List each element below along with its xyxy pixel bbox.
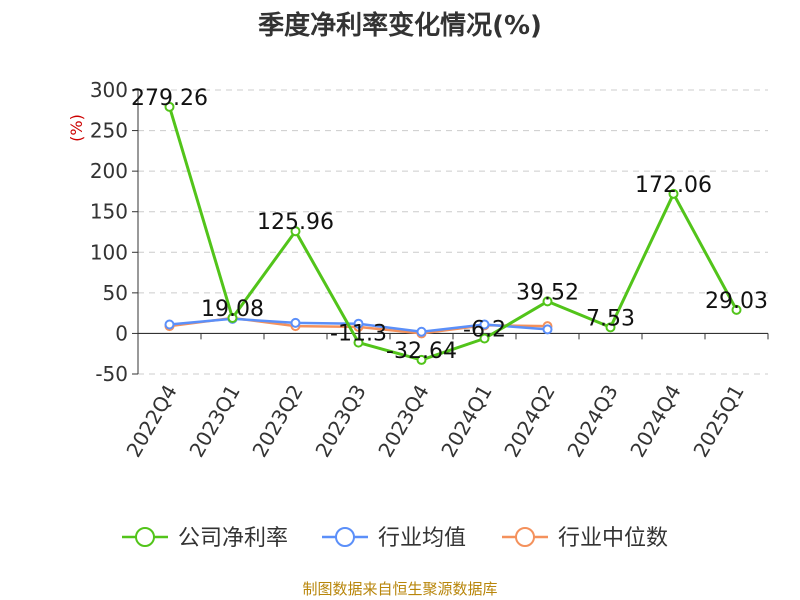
- data-label: 29.03: [705, 289, 768, 314]
- data-point: [416, 326, 427, 337]
- data-point: [731, 304, 742, 315]
- x-tick-label: 2023Q2: [247, 381, 307, 462]
- data-label: 7.53: [586, 306, 635, 331]
- x-tick-label: 2023Q3: [310, 381, 370, 462]
- legend-label: 行业均值: [378, 526, 466, 551]
- data-labels: 279.26 19.08 125.96 -11.3-32.64-6.2 39.52 7.5…: [131, 86, 768, 364]
- legend: 公司净利率 行业均值 行业中位数: [122, 526, 668, 551]
- y-tick-label: 100: [90, 240, 128, 264]
- data-point: [290, 317, 301, 328]
- source-note: 制图数据来自恒生聚源数据库: [302, 580, 497, 598]
- data-label: -11.3: [330, 322, 387, 347]
- data-label: 19.08: [201, 297, 264, 322]
- y-tick-label: -50: [95, 362, 128, 386]
- x-tick-label: 2024Q3: [562, 381, 622, 462]
- y-tick-label: 300: [90, 78, 128, 102]
- legend-marker: [515, 527, 535, 547]
- data-label: 125.96: [257, 210, 334, 235]
- data-label: 39.52: [516, 280, 579, 305]
- data-point: [542, 296, 553, 307]
- series-line: [168, 106, 738, 362]
- y-tick-label: 50: [103, 281, 128, 305]
- data-point: [353, 318, 364, 329]
- x-tick-label: 2023Q4: [373, 381, 433, 462]
- data-point: [542, 324, 553, 335]
- x-tick-label: 2023Q1: [184, 381, 244, 462]
- x-tick-label: 2024Q1: [436, 381, 496, 462]
- data-point: [605, 322, 616, 333]
- data-point: [479, 333, 490, 344]
- data-point: [416, 354, 427, 365]
- legend-marker: [135, 527, 155, 547]
- data-label: -6.2: [463, 317, 506, 342]
- data-point: [353, 337, 364, 348]
- grid-lines: [138, 89, 768, 375]
- data-label: -32.64: [386, 339, 457, 364]
- y-tick-label: 250: [90, 119, 128, 143]
- data-label: 279.26: [131, 86, 208, 111]
- data-label: 172.06: [635, 173, 712, 198]
- y-tick-label: 150: [90, 200, 128, 224]
- data-point: [164, 101, 175, 112]
- data-point: [290, 226, 301, 237]
- x-tick-label: 2022Q4: [121, 381, 181, 462]
- x-tick-label: 2024Q2: [499, 381, 559, 462]
- legend-label: 公司净利率: [178, 526, 288, 551]
- x-tick-label: 2025Q1: [688, 381, 748, 462]
- data-point: [164, 319, 175, 330]
- legend-label: 行业中位数: [558, 526, 668, 551]
- data-point: [479, 319, 490, 330]
- y-tick-label: 200: [90, 159, 128, 183]
- data-point: [227, 312, 238, 323]
- y-axis-label: (%): [67, 114, 86, 142]
- y-axis-ticks: -50 0 50 100 150 200 250 300: [90, 78, 139, 386]
- series-group: [164, 101, 742, 365]
- data-point: [668, 188, 679, 199]
- legend-marker: [335, 527, 355, 547]
- x-tick-label: 2024Q4: [625, 381, 685, 462]
- chart-title: 季度净利率变化情况(%): [258, 10, 542, 41]
- y-tick-label: 0: [115, 321, 128, 345]
